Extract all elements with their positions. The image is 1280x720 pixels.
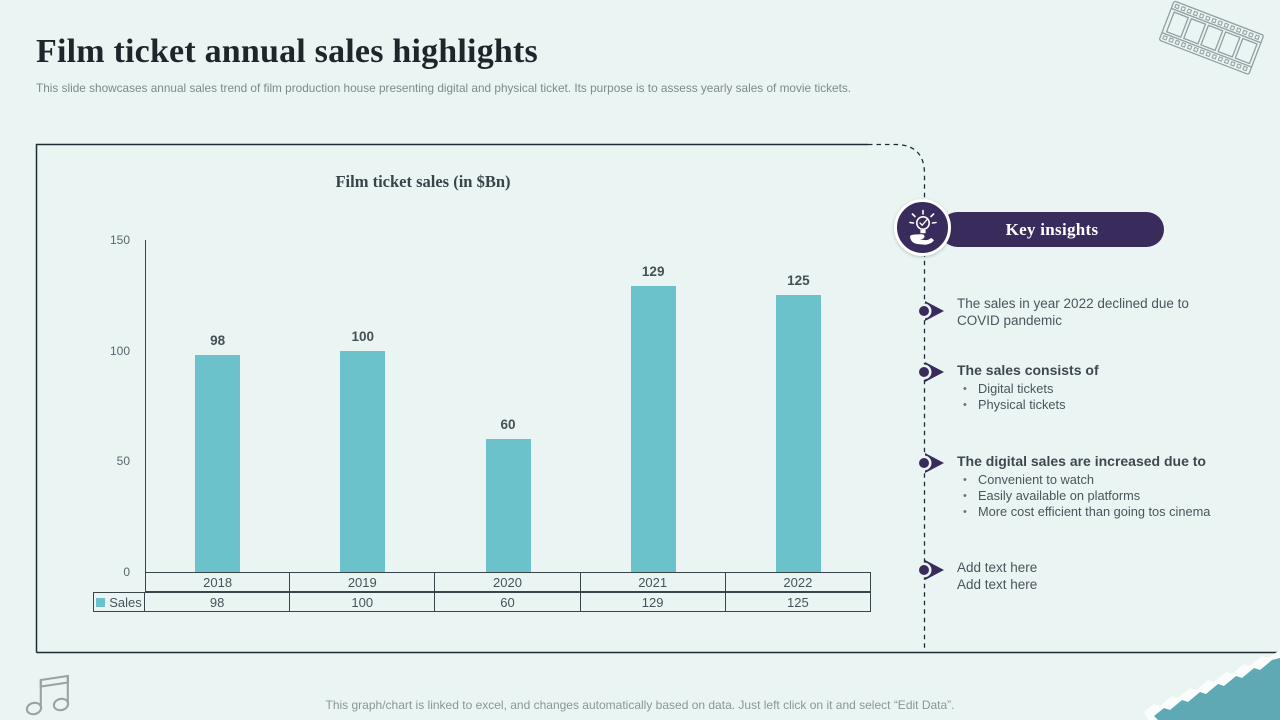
- key-insights-title: Key insights: [1005, 219, 1099, 239]
- insight-sub-item: Convenient to watch: [957, 472, 1235, 488]
- arrow-bullet-icon: [916, 300, 947, 322]
- insight-text: The digital sales are increased due to: [957, 453, 1206, 469]
- bar-2018[interactable]: [195, 355, 241, 572]
- legend-series-name: Sales: [109, 594, 142, 610]
- chart-title: Film ticket sales (in $Bn): [335, 172, 511, 191]
- page-title: Film ticket annual sales highlights: [36, 33, 538, 70]
- bar-data-label: 100: [351, 328, 375, 344]
- insight-text: The sales consists of: [957, 362, 1099, 378]
- category-cell: 2021: [580, 572, 726, 592]
- insight-item[interactable]: Add text here Add text here: [905, 560, 1235, 593]
- key-insights-header: Key insights: [940, 212, 1164, 247]
- insight-text: The sales in year 2022 declined due to C…: [957, 296, 1189, 328]
- torn-paper-corner: [1144, 650, 1280, 720]
- bar-2019[interactable]: [340, 350, 386, 572]
- bar-data-label: 60: [500, 417, 516, 433]
- series-legend-cell: Sales: [93, 592, 145, 612]
- bar-data-label: 125: [787, 273, 810, 289]
- category-cell: 2019: [290, 572, 436, 592]
- insight-sub-item: Physical tickets: [957, 397, 1235, 413]
- value-cell: 125: [725, 592, 871, 612]
- legend-swatch: [96, 597, 106, 607]
- bar-2020[interactable]: [485, 439, 531, 572]
- value-cell: 100: [290, 592, 436, 612]
- bar-2022[interactable]: [775, 295, 821, 572]
- value-cell: 98: [145, 592, 291, 612]
- idea-bulb-hand-icon: [894, 199, 951, 256]
- series-value-row: Sales 98 100 60 129 125: [93, 592, 871, 612]
- y-tick-label: 150: [109, 233, 130, 247]
- arrow-bullet-icon: [916, 559, 947, 581]
- bar-data-label: 98: [210, 333, 226, 349]
- insight-item: The sales in year 2022 declined due to C…: [905, 296, 1235, 329]
- y-tick-label: 100: [109, 343, 130, 358]
- value-cell: 129: [580, 592, 726, 612]
- y-axis: [145, 240, 146, 572]
- value-cell: 60: [435, 592, 581, 612]
- insight-sub-item: More cost efficient than going tos cinem…: [957, 504, 1235, 520]
- y-tick-label: 50: [116, 454, 130, 469]
- arrow-bullet-icon: [916, 452, 947, 474]
- arrow-bullet-icon: [916, 361, 947, 383]
- insight-sub-item: Digital tickets: [957, 381, 1235, 397]
- plot-area: 98 100 60 129 125: [145, 240, 871, 572]
- insight-sub-item: Easily available on platforms: [957, 488, 1235, 504]
- insight-sub-list: Digital ticketsPhysical tickets: [957, 381, 1235, 413]
- insight-item: The sales consists of Digital ticketsPhys…: [905, 362, 1235, 413]
- music-notes-icon: [25, 674, 70, 716]
- bar-2021[interactable]: [630, 286, 676, 572]
- bar-data-label: 129: [641, 264, 665, 280]
- y-tick-label: 0: [123, 565, 130, 579]
- category-cell: 2020: [435, 572, 581, 592]
- insight-item: The digital sales are increased due to Co…: [905, 453, 1235, 520]
- film-strip-icon: [1159, 0, 1264, 75]
- page-subtitle: This slide showcases annual sales trend …: [36, 81, 852, 95]
- x-axis-category-row: 2018 2019 2020 2021 2022: [145, 572, 871, 592]
- slide-footer-note: This graph/chart is linked to excel, and…: [325, 698, 955, 712]
- insight-sub-list: Convenient to watchEasily available on p…: [957, 472, 1235, 520]
- chart-canvas[interactable]: Film ticket sales (in $Bn) 98 100 60 129 125…: [36, 144, 925, 653]
- category-cell: 2022: [725, 572, 871, 592]
- category-cell: 2018: [145, 572, 291, 592]
- insight-text: Add text here Add text here: [957, 560, 1038, 592]
